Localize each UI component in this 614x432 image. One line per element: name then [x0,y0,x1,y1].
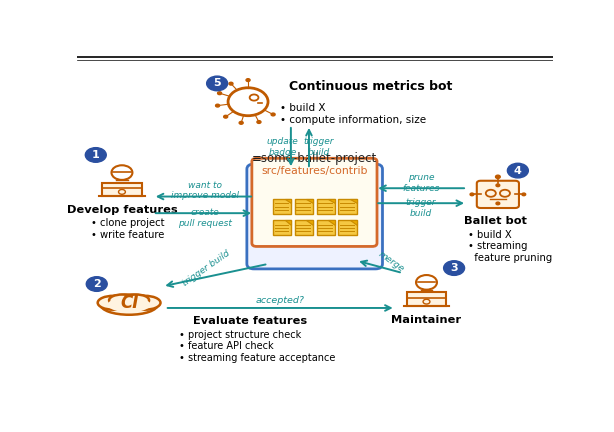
Ellipse shape [98,296,129,310]
FancyBboxPatch shape [338,199,357,213]
Circle shape [207,76,228,91]
Polygon shape [306,199,313,203]
Circle shape [257,121,261,124]
Text: merge: merge [377,250,406,274]
FancyBboxPatch shape [247,164,383,269]
Polygon shape [284,199,291,203]
Text: ≡some-ballet-project: ≡some-ballet-project [252,152,377,165]
Polygon shape [328,199,335,203]
Text: 1: 1 [92,150,99,160]
Circle shape [239,121,243,124]
Text: 3: 3 [450,263,458,273]
FancyBboxPatch shape [273,199,291,213]
FancyBboxPatch shape [338,220,357,235]
Text: • project structure check
• feature API check
• streaming feature acceptance: • project structure check • feature API … [179,330,335,363]
Polygon shape [284,220,291,225]
Circle shape [470,193,474,196]
Polygon shape [306,220,313,225]
Circle shape [246,79,250,82]
Text: prune
features: prune features [402,173,440,193]
Text: Develop features: Develop features [67,205,177,215]
FancyBboxPatch shape [317,199,335,213]
FancyBboxPatch shape [252,158,377,246]
Polygon shape [350,220,357,225]
Circle shape [85,148,106,162]
Circle shape [217,92,222,95]
Polygon shape [328,220,335,225]
Text: accepted?: accepted? [256,296,305,305]
FancyBboxPatch shape [295,220,313,235]
Text: 5: 5 [213,79,221,89]
Text: src/features/contrib: src/features/contrib [262,165,368,175]
Text: 2: 2 [93,279,101,289]
Text: Evaluate features: Evaluate features [193,316,308,326]
Text: • build X
• compute information, size: • build X • compute information, size [281,103,427,125]
Text: 4: 4 [514,165,522,175]
Circle shape [522,193,526,196]
Circle shape [444,261,465,275]
FancyBboxPatch shape [406,292,446,306]
Text: Ballet bot: Ballet bot [464,216,527,226]
Circle shape [507,163,528,178]
FancyBboxPatch shape [317,220,335,235]
Circle shape [216,104,220,107]
FancyBboxPatch shape [273,220,291,235]
Ellipse shape [109,295,135,306]
Text: CI: CI [120,294,138,312]
Ellipse shape [107,297,150,312]
Text: update
badge: update badge [266,137,298,157]
Circle shape [496,202,500,205]
Text: trigger
build: trigger build [406,198,437,218]
Text: Maintainer: Maintainer [392,314,462,324]
Circle shape [86,277,107,291]
Text: create
pull request: create pull request [178,209,232,228]
Text: • build X
• streaming
  feature pruning: • build X • streaming feature pruning [468,230,553,263]
Text: Continuous metrics bot: Continuous metrics bot [289,80,452,93]
Polygon shape [350,199,357,203]
FancyBboxPatch shape [295,199,313,213]
Circle shape [229,82,233,85]
Ellipse shape [123,295,149,306]
Circle shape [271,113,275,116]
Ellipse shape [101,295,158,315]
Ellipse shape [129,296,160,310]
FancyBboxPatch shape [477,181,519,208]
Circle shape [223,115,228,118]
FancyBboxPatch shape [102,183,142,196]
Text: • clone project
• write feature: • clone project • write feature [91,218,165,240]
Text: want to
improve model: want to improve model [171,181,239,200]
Text: trigger
build: trigger build [303,137,334,157]
Circle shape [496,184,500,187]
Circle shape [495,175,500,178]
Text: trigger build: trigger build [181,249,231,288]
